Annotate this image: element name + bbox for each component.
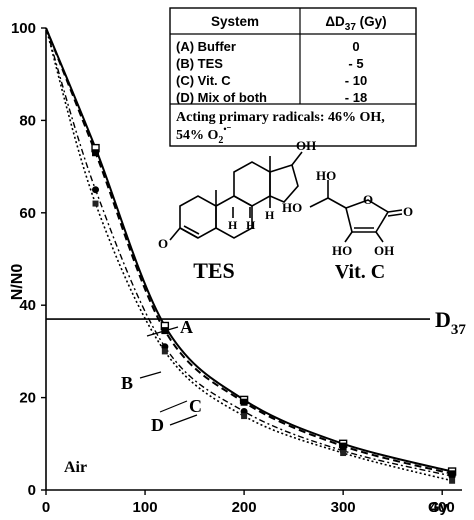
vitc-oh-bottom-left: HO	[332, 243, 352, 258]
vitc-oh-left: HO	[282, 200, 302, 215]
data-point-d	[92, 200, 99, 207]
series-markers	[91, 143, 457, 484]
series-lines	[45, 27, 453, 482]
d37-label: D37	[435, 307, 466, 338]
table-cell-delta: 0	[352, 39, 359, 54]
series-line-a	[45, 27, 453, 473]
table-cell-system: (A) Buffer	[176, 39, 236, 54]
table-footnote-line1: Acting primary radicals: 46% OH,	[176, 110, 385, 125]
y-tick-label: 80	[19, 112, 36, 129]
data-point-c	[92, 186, 100, 194]
tes-oh: OH	[296, 138, 316, 153]
table-cell-delta: - 18	[345, 90, 367, 105]
table-cell-delta: - 10	[345, 73, 367, 88]
curve-label-b: B	[121, 371, 162, 393]
atmosphere-label: Air	[64, 459, 87, 476]
tes-h3: H	[265, 208, 275, 222]
tes-label: TES	[193, 258, 235, 283]
vitc-label: Vit. C	[335, 261, 385, 283]
svg-text:A: A	[180, 317, 193, 337]
table-cell-system: (D) Mix of both	[176, 90, 267, 105]
table-header-delta: ΔD37 (Gy)	[325, 14, 386, 33]
table-header-system: System	[211, 14, 259, 29]
tes-structure	[169, 151, 303, 241]
vitc-ring-o: O	[363, 192, 373, 207]
data-point-b	[92, 149, 100, 157]
x-tick-label: 400	[430, 499, 455, 516]
vitc-structure	[309, 180, 403, 243]
data-point-d	[241, 413, 248, 420]
table-rows: (A) Buffer 0 (B) TES - 5 (C) Vit. C - 10 (D) M…	[176, 39, 367, 105]
legend-table: System ΔD37 (Gy) (A) Buffer 0 (B) TES - 5 (C…	[169, 7, 417, 147]
y-tick-label: 20	[19, 390, 36, 407]
data-point-d	[449, 477, 456, 484]
table-footnote-line2: 54% O2•⁻	[176, 124, 232, 146]
y-axis-label: N/N0	[9, 264, 26, 301]
svg-text:B: B	[121, 373, 133, 393]
tes-h2: H	[246, 218, 256, 232]
svg-text:D: D	[151, 415, 164, 435]
tes-o: O	[158, 236, 168, 251]
curve-label-d: D	[151, 414, 198, 435]
y-tick-label: 40	[19, 297, 36, 314]
x-tick-label: 0	[42, 499, 50, 516]
table-cell-system: (B) TES	[176, 56, 223, 71]
curve-label-c: C	[159, 396, 202, 416]
data-point-d	[161, 348, 168, 355]
data-point-b	[240, 398, 248, 406]
svg-text:C: C	[189, 396, 202, 416]
x-tick-label: 300	[331, 499, 356, 516]
x-tick-label: 200	[232, 499, 257, 516]
tes-h1: H	[228, 218, 238, 232]
series-line-b	[45, 27, 453, 475]
x-axis-label: Gy	[428, 499, 449, 516]
y-tick-label: 60	[19, 205, 36, 222]
y-tick-label: 0	[28, 482, 36, 499]
vitc-carbonyl-o: O	[403, 204, 413, 219]
x-tick-label: 100	[133, 499, 158, 516]
data-point-b	[339, 442, 347, 450]
series-line-c	[45, 27, 453, 477]
vitc-oh-bottom-right: OH	[374, 243, 394, 258]
vitc-oh-top: HO	[316, 168, 336, 183]
axes	[45, 30, 462, 491]
curve-label-a: A	[146, 317, 193, 337]
series-line-d	[45, 27, 453, 482]
y-tick-label: 100	[11, 20, 36, 37]
y-axis-ticks: 0 20 40 60 80 100	[11, 20, 46, 499]
table-cell-system: (C) Vit. C	[176, 73, 231, 88]
data-point-d	[340, 450, 347, 457]
table-cell-delta: - 5	[348, 56, 363, 71]
